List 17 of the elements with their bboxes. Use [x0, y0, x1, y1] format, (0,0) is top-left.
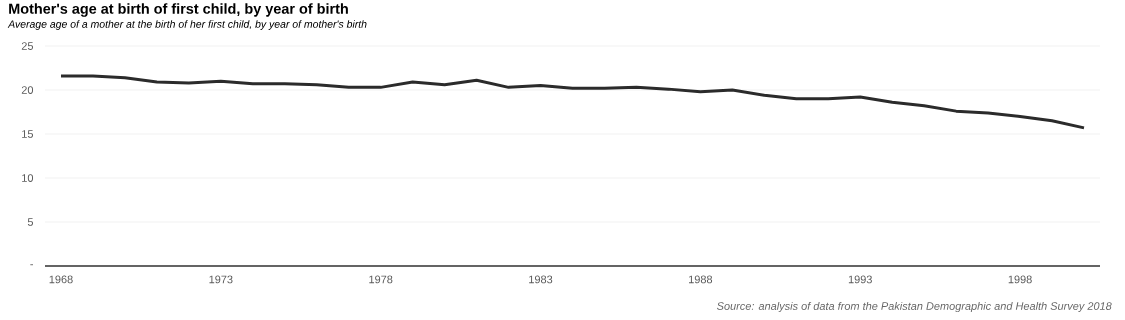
- y-tick-label: 5: [27, 218, 34, 226]
- x-tick-label: 1993: [848, 275, 872, 284]
- y-tick-label: 15: [22, 130, 34, 138]
- x-tick-label: 1968: [49, 275, 73, 284]
- y-tick-label: -: [30, 264, 33, 266]
- x-tick-label: 1983: [529, 275, 553, 284]
- x-tick-label: 1988: [689, 275, 713, 284]
- x-tick-label: 1998: [1008, 275, 1032, 284]
- y-tick-label: 25: [21, 42, 34, 50]
- x-tick-label: 1978: [369, 275, 393, 284]
- source-note: Source: analysis of data from the Pakistan Demographic and Health Survey 2018: [716, 301, 1112, 313]
- y-tick-label: 20: [21, 86, 34, 94]
- chart-subtitle: Average age of a mother at the birth of her first child, by year of mother's birth: [7, 20, 367, 30]
- y-tick-label: 10: [22, 174, 34, 182]
- line-series: [59, 74, 1086, 130]
- chart-title: Mother's age at birth of first child, by year of birth: [9, 3, 348, 17]
- x-tick-label: 1973: [209, 275, 233, 284]
